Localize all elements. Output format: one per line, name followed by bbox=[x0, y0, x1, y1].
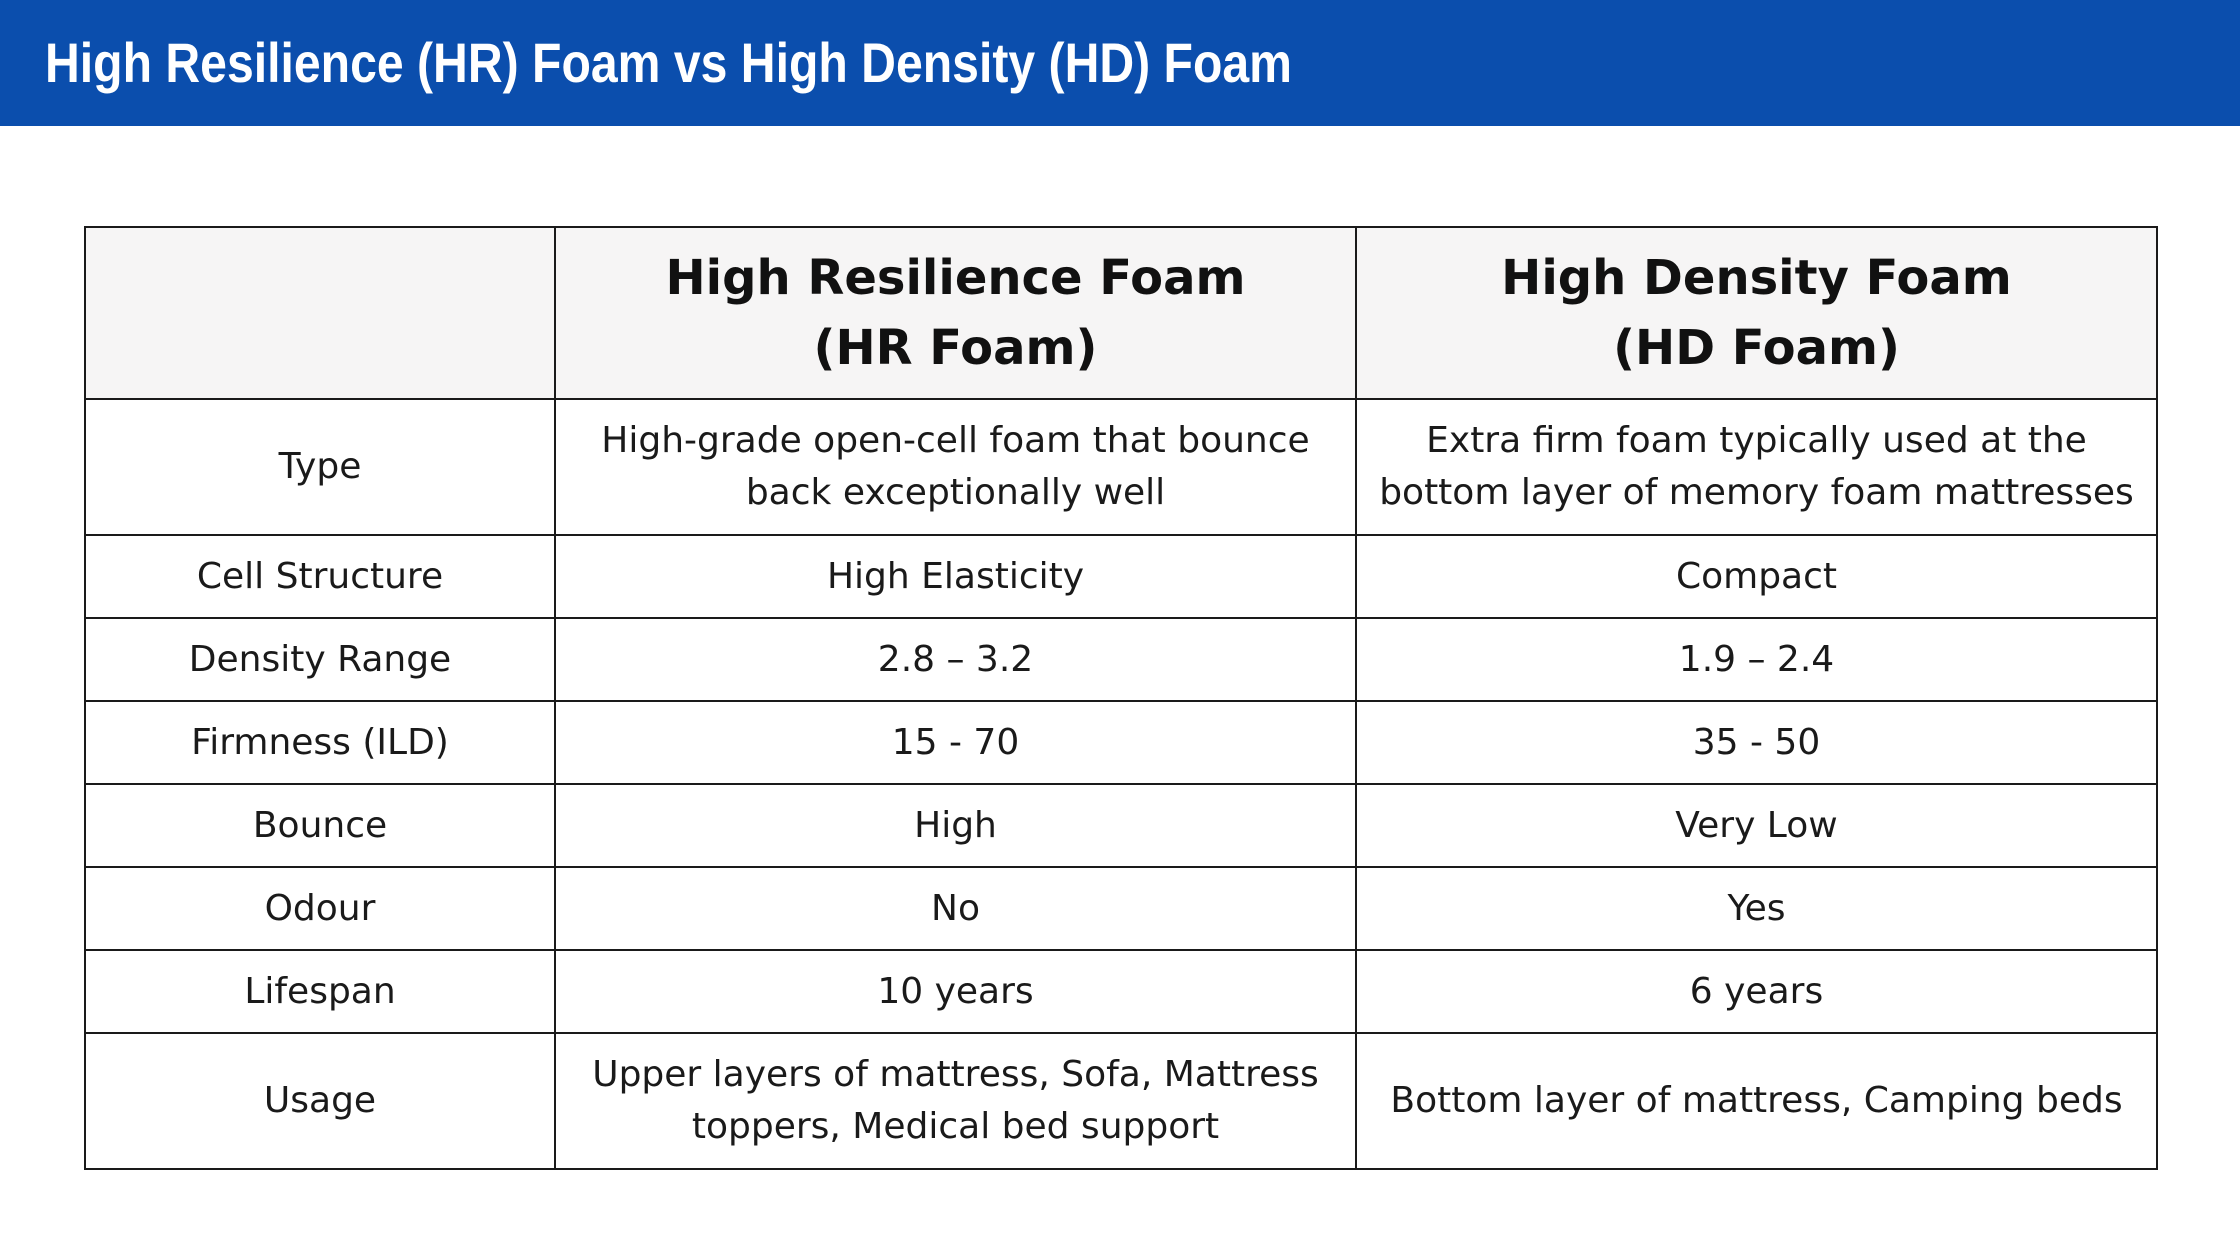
table-row-usage: Usage Upper layers of mattress, Sofa, Ma… bbox=[84, 1032, 2158, 1170]
header-hr-foam: High Resilience Foam (HR Foam) bbox=[554, 226, 1357, 400]
cell-usage-hd: Bottom layer of mattress, Camping beds bbox=[1355, 1032, 2158, 1170]
table-row-density-range: Density Range 2.8 – 3.2 1.9 – 2.4 bbox=[84, 617, 2158, 702]
cell-odour-hd: Yes bbox=[1355, 866, 2158, 951]
table-row-odour: Odour No Yes bbox=[84, 866, 2158, 951]
cell-bounce-hr: High bbox=[554, 783, 1357, 868]
cell-lifespan-hr: 10 years bbox=[554, 949, 1357, 1034]
cell-type-hd-line1: Extra firm foam typically used at the bbox=[1426, 420, 2087, 461]
title-banner: High Resilience (HR) Foam vs High Densit… bbox=[0, 0, 2240, 126]
cell-cell-structure-hr: High Elasticity bbox=[554, 534, 1357, 619]
cell-density-range-hr: 2.8 – 3.2 bbox=[554, 617, 1357, 702]
cell-type-hd-line2: bottom layer of memory foam mattresses bbox=[1379, 472, 2134, 513]
cell-bounce-hd: Very Low bbox=[1355, 783, 2158, 868]
row-label-cell-structure: Cell Structure bbox=[84, 534, 556, 619]
header-hd-foam-line1: High Density Foam bbox=[1501, 250, 2012, 306]
cell-usage-hr-line1: Upper layers of mattress, Sofa, Mattress bbox=[592, 1054, 1319, 1095]
cell-density-range-hd: 1.9 – 2.4 bbox=[1355, 617, 2158, 702]
header-corner-cell bbox=[84, 226, 556, 400]
header-hd-foam-line2: (HD Foam) bbox=[1613, 320, 1900, 376]
header-hd-foam: High Density Foam (HD Foam) bbox=[1355, 226, 2158, 400]
cell-firmness-hd: 35 - 50 bbox=[1355, 700, 2158, 785]
header-hr-foam-line2: (HR Foam) bbox=[813, 320, 1098, 376]
comparison-table: High Resilience Foam (HR Foam) High Dens… bbox=[84, 226, 2158, 1170]
table-header-row: High Resilience Foam (HR Foam) High Dens… bbox=[84, 226, 2158, 400]
table-row-type: Type High-grade open-cell foam that boun… bbox=[84, 398, 2158, 536]
row-label-bounce: Bounce bbox=[84, 783, 556, 868]
table-row-cell-structure: Cell Structure High Elasticity Compact bbox=[84, 534, 2158, 619]
page-title: High Resilience (HR) Foam vs High Densit… bbox=[45, 31, 1292, 94]
table-row-bounce: Bounce High Very Low bbox=[84, 783, 2158, 868]
cell-firmness-hr: 15 - 70 bbox=[554, 700, 1357, 785]
row-label-odour: Odour bbox=[84, 866, 556, 951]
row-label-lifespan: Lifespan bbox=[84, 949, 556, 1034]
row-label-usage: Usage bbox=[84, 1032, 556, 1170]
table-row-lifespan: Lifespan 10 years 6 years bbox=[84, 949, 2158, 1034]
row-label-density-range: Density Range bbox=[84, 617, 556, 702]
cell-type-hd: Extra firm foam typically used at the bo… bbox=[1355, 398, 2158, 536]
cell-cell-structure-hd: Compact bbox=[1355, 534, 2158, 619]
row-label-firmness: Firmness (ILD) bbox=[84, 700, 556, 785]
cell-type-hr-line2: back exceptionally well bbox=[745, 472, 1166, 513]
cell-lifespan-hd: 6 years bbox=[1355, 949, 2158, 1034]
cell-odour-hr: No bbox=[554, 866, 1357, 951]
row-label-type: Type bbox=[84, 398, 556, 536]
cell-type-hr: High-grade open-cell foam that bounce ba… bbox=[554, 398, 1357, 536]
table-row-firmness: Firmness (ILD) 15 - 70 35 - 50 bbox=[84, 700, 2158, 785]
cell-type-hr-line1: High-grade open-cell foam that bounce bbox=[601, 420, 1310, 461]
cell-usage-hr-line2: toppers, Medical bed support bbox=[691, 1106, 1220, 1147]
header-hr-foam-line1: High Resilience Foam bbox=[665, 250, 1246, 306]
cell-usage-hr: Upper layers of mattress, Sofa, Mattress… bbox=[554, 1032, 1357, 1170]
